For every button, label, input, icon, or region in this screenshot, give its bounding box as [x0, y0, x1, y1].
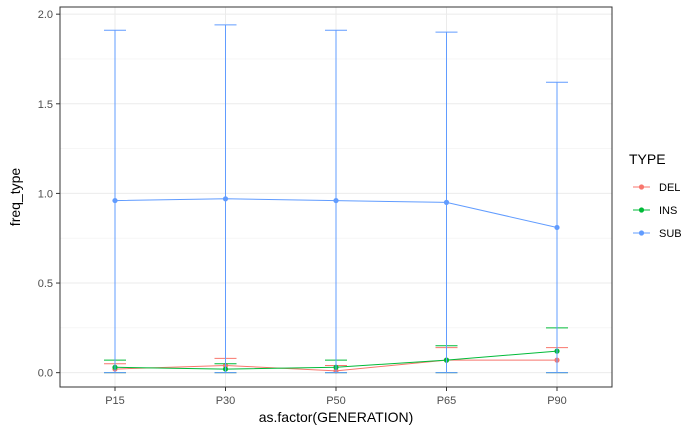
legend: TYPE DEL INS SUB	[629, 151, 682, 240]
data-point	[222, 196, 229, 202]
data-point	[333, 197, 339, 204]
data-point	[443, 199, 450, 205]
x-tick-label: P50	[326, 395, 346, 407]
x-tick-label: P15	[105, 395, 125, 407]
y-tick-label: 1.0	[38, 188, 53, 200]
series-layer	[104, 24, 568, 374]
x-tick-label: P90	[547, 395, 567, 407]
legend-label: SUB	[659, 228, 682, 240]
series-sub	[104, 24, 568, 374]
legend-key-point	[638, 207, 645, 213]
y-axis-title: freq_type	[7, 168, 23, 227]
y-tick-label: 0.0	[38, 368, 53, 380]
x-tick-label: P65	[437, 395, 457, 407]
legend-item-ins: INS	[633, 205, 677, 217]
legend-label: DEL	[659, 182, 680, 194]
legend-key-point	[638, 230, 645, 236]
y-axis: 0.0 0.5 1.0 1.5 2.0	[38, 9, 60, 380]
x-tick-label: P30	[216, 395, 236, 407]
y-tick-label: 1.5	[38, 99, 53, 111]
data-point	[554, 224, 560, 231]
x-axis: P15 P30 P50 P65 P90	[105, 387, 567, 407]
legend-label: INS	[659, 205, 677, 217]
legend-key-point	[638, 184, 645, 190]
x-axis-title: as.factor(GENERATION)	[259, 409, 414, 425]
legend-item-del: DEL	[633, 182, 680, 194]
y-tick-label: 2.0	[38, 9, 53, 21]
legend-item-sub: SUB	[633, 228, 682, 240]
legend-title: TYPE	[629, 151, 666, 167]
data-point	[112, 197, 118, 204]
y-tick-label: 0.5	[38, 278, 53, 290]
